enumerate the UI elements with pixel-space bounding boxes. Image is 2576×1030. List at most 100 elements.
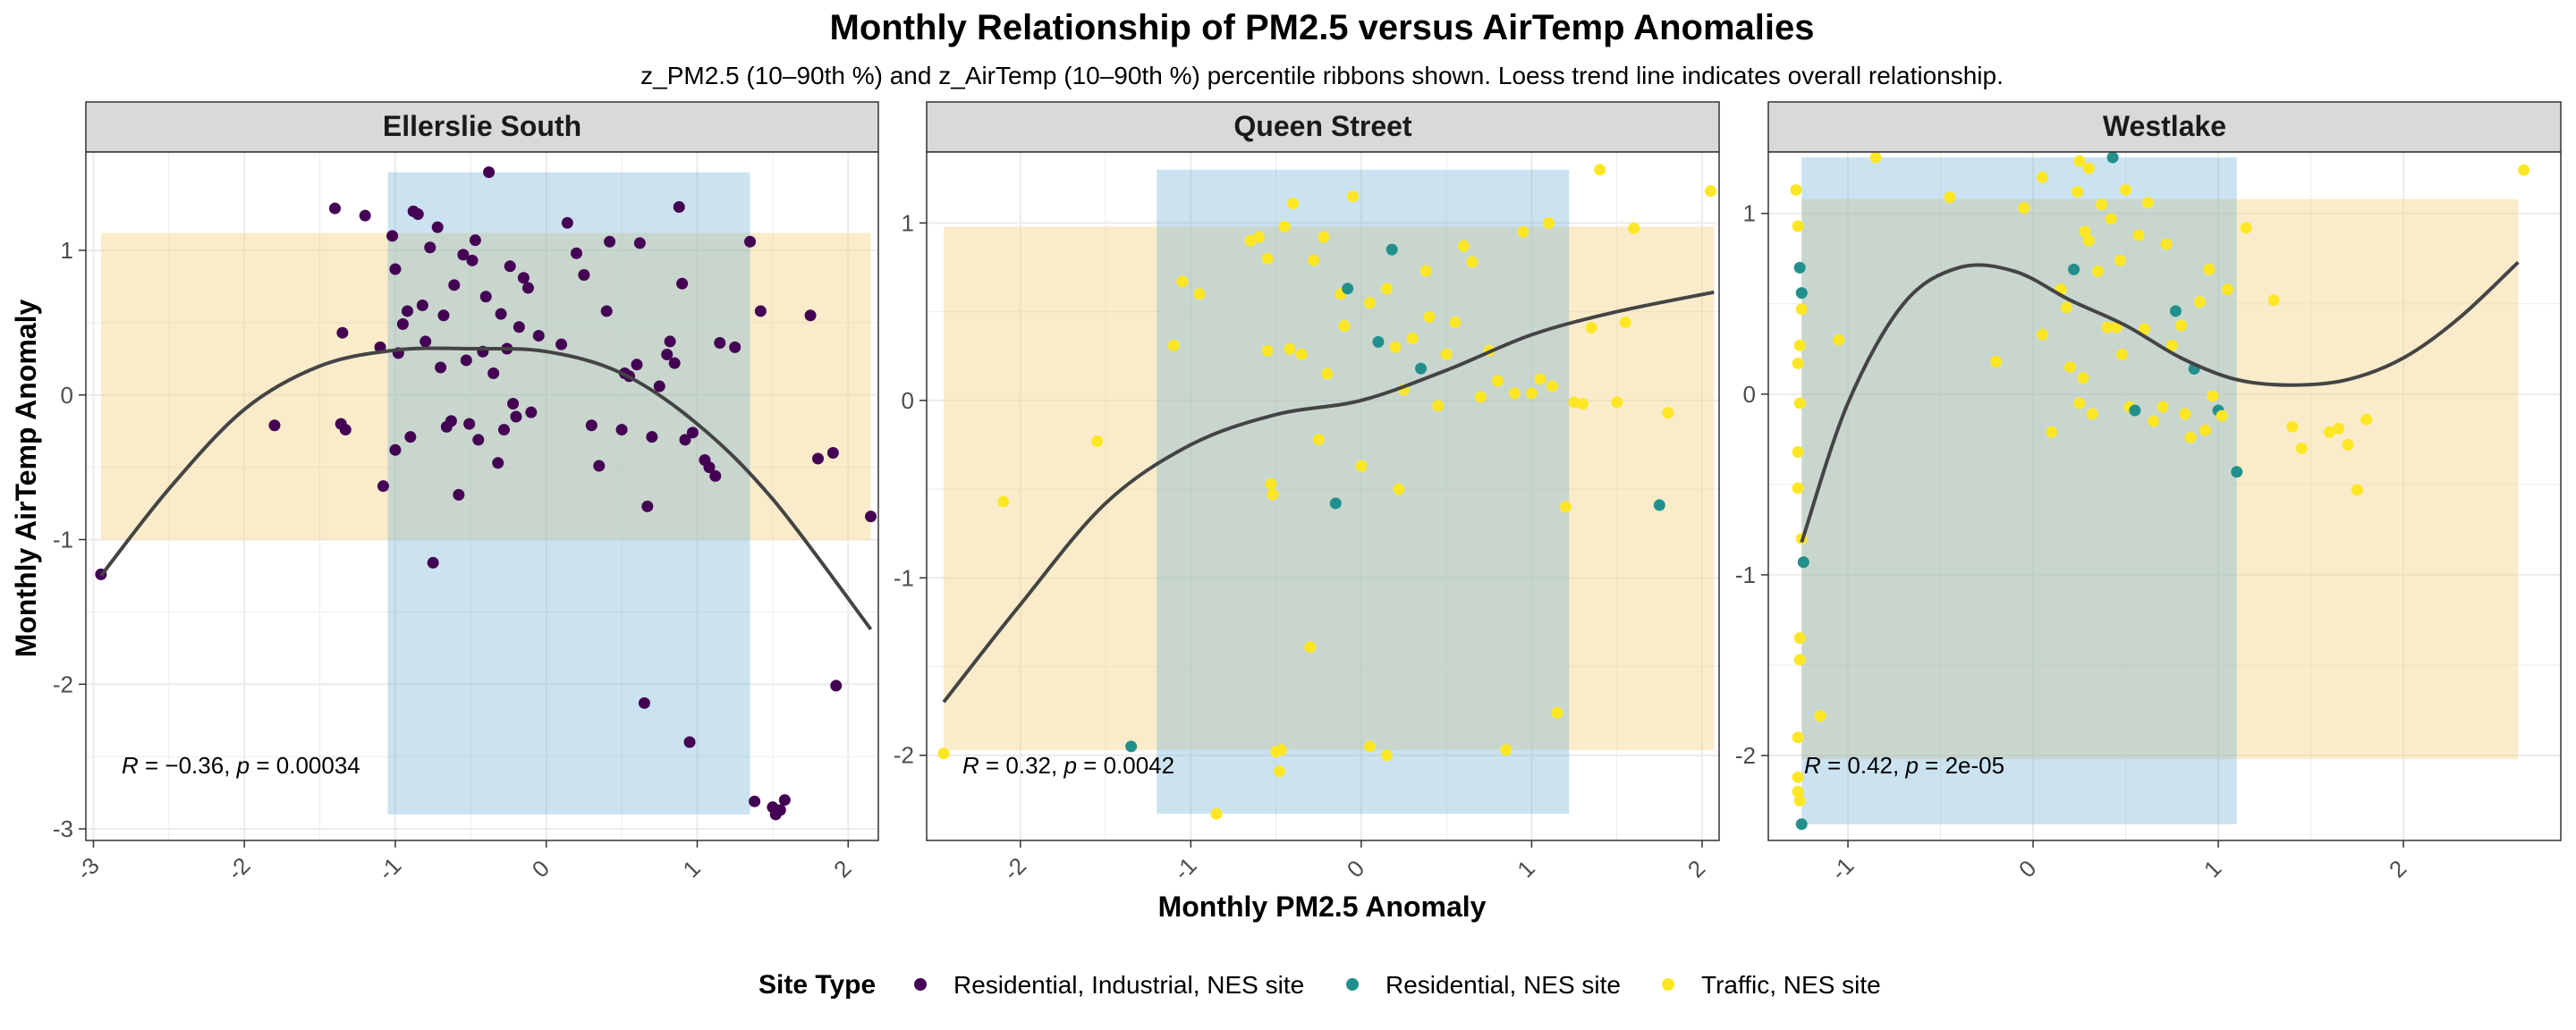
data-point: [525, 406, 538, 418]
data-point: [1560, 501, 1572, 513]
data-point: [1308, 254, 1320, 266]
data-point: [2169, 305, 2182, 317]
data-point: [811, 452, 824, 465]
data-point: [2157, 401, 2169, 413]
data-point: [1193, 288, 1206, 300]
data-point: [389, 263, 402, 275]
panel-border: [926, 151, 1720, 841]
data-point: [593, 460, 606, 472]
data-point: [1406, 332, 1419, 344]
data-point: [495, 308, 507, 320]
legend: Site Type Residential, Industrial, NES s…: [758, 970, 1881, 1000]
correlation-annotation: R = 0.42, p = 2e-05: [1804, 752, 2004, 779]
data-point: [683, 736, 696, 748]
data-point: [437, 309, 450, 322]
data-point: [457, 249, 470, 261]
data-point: [1380, 283, 1393, 295]
panel-strip-label: Queen Street: [1233, 110, 1412, 142]
x-tick-label: -2: [222, 852, 256, 886]
data-point: [532, 329, 545, 342]
data-point: [1793, 654, 1806, 666]
data-point: [1793, 339, 1806, 351]
data-point: [1318, 231, 1330, 243]
data-point: [1346, 190, 1359, 203]
data-point: [2120, 183, 2132, 196]
data-point: [641, 500, 654, 512]
data-point: [2216, 409, 2228, 422]
data-point: [826, 446, 839, 459]
data-point: [2342, 438, 2354, 451]
data-point: [469, 234, 481, 247]
data-point: [497, 424, 510, 436]
x-tick-label: 0: [527, 855, 555, 882]
data-point: [2101, 321, 2114, 333]
data-point: [479, 291, 492, 303]
data-point: [653, 380, 665, 393]
data-point: [631, 359, 643, 371]
data-point: [1662, 407, 1674, 419]
data-point: [2203, 263, 2216, 275]
x-tick-label: 2: [2384, 855, 2411, 882]
data-point: [1814, 710, 1826, 722]
data-point: [937, 747, 950, 760]
y-tick-label: 0: [1743, 381, 1756, 408]
x-tick-label: 2: [1682, 855, 1710, 882]
data-point: [1267, 488, 1279, 501]
data-point: [2115, 348, 2128, 360]
data-point: [2240, 222, 2252, 234]
data-point: [1793, 397, 1806, 409]
panel-strip-label: Westlake: [2103, 110, 2226, 142]
data-point: [1792, 357, 1804, 369]
data-point: [2082, 162, 2095, 174]
data-point: [1265, 477, 1277, 490]
data-point: [1534, 373, 1546, 385]
data-point: [661, 348, 674, 360]
data-point: [2106, 151, 2119, 164]
data-point: [507, 397, 520, 409]
data-point: [2221, 283, 2233, 296]
data-point: [638, 697, 650, 709]
data-point: [1500, 744, 1513, 756]
data-point: [2231, 466, 2243, 478]
panel-border: [85, 151, 879, 841]
panel-strip: [1767, 101, 2562, 153]
data-point: [2518, 164, 2530, 176]
x-tick-label: 2: [828, 855, 856, 882]
data-point: [2138, 323, 2150, 335]
legend-key-residential: [1346, 978, 1359, 991]
data-point: [513, 321, 525, 333]
data-point: [386, 230, 399, 242]
data-point: [427, 556, 439, 569]
pm25-percentile-ribbon: [1801, 157, 2237, 824]
data-point: [404, 431, 417, 443]
data-point: [2060, 301, 2072, 314]
data-point: [2077, 372, 2089, 384]
x-tick-label: -1: [373, 852, 407, 886]
y-tick-label: -2: [1735, 742, 1756, 769]
data-point: [416, 299, 428, 311]
data-point: [1389, 341, 1402, 353]
data-point: [521, 282, 534, 294]
loess-trend-line: [99, 346, 873, 631]
panels: Ellerslie South R = −0.36, p = 0.00034 -3 -…: [53, 101, 2562, 886]
data-point: [2082, 234, 2095, 247]
data-point: [2072, 185, 2084, 198]
data-point: [389, 443, 402, 456]
data-point: [431, 221, 444, 233]
x-tick-label: 0: [2013, 855, 2041, 882]
data-point: [1795, 303, 1808, 316]
data-point: [1594, 164, 1606, 176]
data-point: [2193, 296, 2206, 308]
data-point: [2036, 171, 2048, 183]
data-point: [686, 426, 699, 439]
data-point: [453, 488, 465, 501]
data-point: [1797, 556, 1809, 569]
data-point: [2110, 321, 2123, 333]
chart-subtitle: z_PM2.5 (10–90th %) and z_AirTemp (10–90…: [640, 62, 2004, 89]
x-tick-label: 1: [1512, 855, 1539, 882]
data-point: [703, 461, 716, 474]
plot-background: [927, 152, 1719, 840]
data-point: [646, 431, 658, 443]
x-tick-label: -3: [71, 852, 105, 886]
data-point: [1275, 744, 1287, 756]
